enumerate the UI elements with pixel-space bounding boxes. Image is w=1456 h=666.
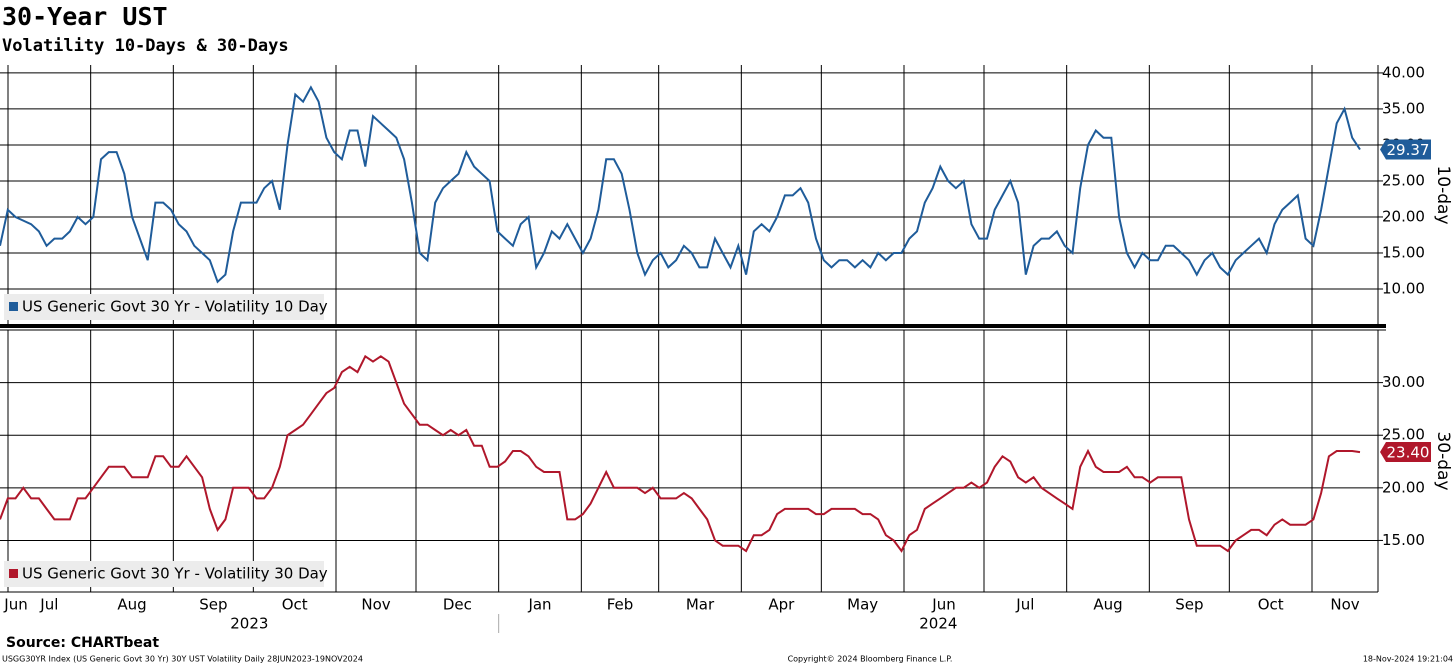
x-tick-label: Jul: [1015, 596, 1034, 614]
x-tick-label: May: [847, 596, 878, 614]
y-tick-label: 25.00: [1382, 171, 1425, 189]
x-tick-label: Nov: [361, 596, 390, 614]
source: Source: CHARTbeat: [6, 635, 159, 651]
y-tick-label: 25.00: [1382, 426, 1425, 444]
footer-center: Copyright© 2024 Bloomberg Finance L.P.: [788, 655, 953, 664]
x-tick-label: Mar: [686, 596, 715, 614]
chart-subtitle: Volatility 10-Days & 30-Days: [2, 36, 289, 56]
x-tick-label: Dec: [443, 596, 472, 614]
y-tick-label: 20.00: [1382, 207, 1425, 225]
x-tick-label: Aug: [1093, 596, 1122, 614]
y-axis-title: 10-day: [1433, 165, 1453, 224]
series-line: [0, 354, 1361, 553]
x-tick-label: Oct: [1258, 596, 1284, 614]
y-tick-label: 10.00: [1382, 279, 1425, 297]
y-tick-label: 30.00: [1382, 373, 1425, 391]
x-tick-label: Feb: [607, 596, 634, 614]
panel-divider: [0, 324, 1386, 328]
x-tick-label: Aug: [117, 596, 146, 614]
legend-swatch: [9, 302, 18, 311]
last-value-box: [1380, 442, 1431, 463]
x-tick-label: Sep: [1175, 596, 1203, 614]
last-value-label: 29.37: [1387, 141, 1430, 159]
y-axis-title: 30-day: [1433, 431, 1453, 490]
last-value-label: 23.40: [1387, 444, 1430, 462]
legend-box: [4, 294, 324, 320]
x-tick-label: Oct: [282, 596, 308, 614]
x-tick-label: Apr: [768, 596, 795, 614]
x-tick-label: Jun: [3, 596, 27, 614]
series-line: [0, 85, 1361, 284]
year-label: 2024: [919, 615, 957, 633]
y-tick-label: 35.00: [1382, 99, 1425, 117]
y-tick-label: 40.00: [1382, 63, 1425, 81]
last-value-box: [1380, 139, 1431, 160]
plot-area: [0, 65, 1378, 325]
x-tick-label: Jan: [527, 596, 551, 614]
legend-swatch: [9, 569, 18, 578]
x-tick-label: Jun: [931, 596, 955, 614]
plot-area: [0, 330, 1378, 592]
legend-label: US Generic Govt 30 Yr - Volatility 30 Da…: [22, 565, 328, 583]
y-tick-label: 20.00: [1382, 478, 1425, 496]
legend-box: [4, 561, 324, 587]
legend-label: US Generic Govt 30 Yr - Volatility 10 Da…: [22, 298, 328, 316]
x-tick-label: Jul: [39, 596, 58, 614]
footer-right: 18-Nov-2024 19:21:04: [1363, 655, 1453, 664]
x-tick-label: Sep: [199, 596, 227, 614]
x-tick-label: Nov: [1330, 596, 1359, 614]
chart-title: 30-Year UST: [2, 2, 168, 31]
footer-left: USGG30YR Index (US Generic Govt 30 Yr) 3…: [2, 655, 363, 664]
y-tick-label: 15.00: [1382, 243, 1425, 261]
y-tick-label: 15.00: [1382, 531, 1425, 549]
year-label: 2023: [230, 615, 268, 633]
